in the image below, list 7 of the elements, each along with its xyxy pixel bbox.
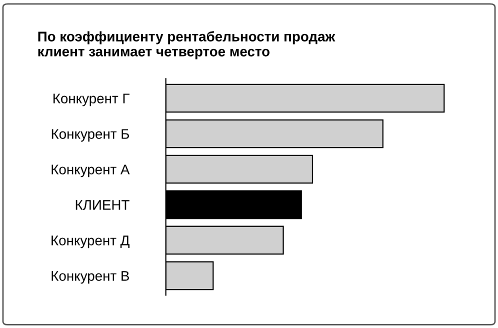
y-tick-label: КЛИЕНТ [76, 200, 130, 210]
y-tick-label: Конкурент Г [54, 94, 130, 106]
y-tick-label: Конкурент В [52, 271, 129, 284]
y-tick-label: Конкурент Д [52, 236, 130, 248]
y-tick-label: Конкурент Б [52, 129, 130, 142]
y-tick-label: Конкурент А [52, 164, 130, 178]
chart-title: По коэффициенту рентабельности продаж клиент занимает четвертое место [38, 31, 336, 60]
